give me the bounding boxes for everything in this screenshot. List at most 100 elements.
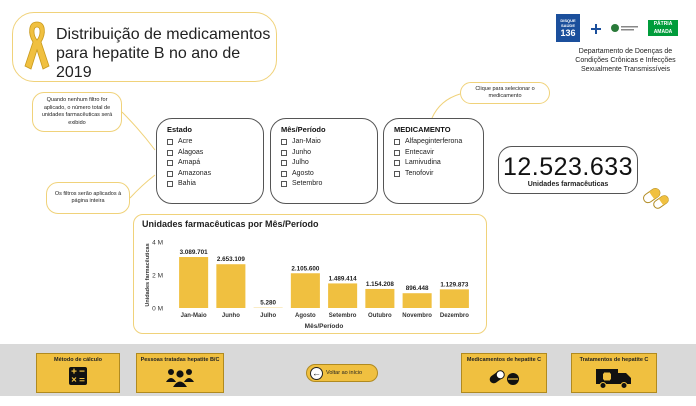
filter-option[interactable]: Entecavir xyxy=(394,148,473,159)
option-label: Amapá xyxy=(178,159,201,166)
x-tick-label: Novembro xyxy=(402,313,432,319)
checkbox[interactable] xyxy=(281,170,287,177)
note-empty-filter: Quando nenhum filtro for aplicado, o núm… xyxy=(32,92,122,132)
back-to-home-label: Voltar ao início xyxy=(326,370,363,376)
checkbox[interactable] xyxy=(167,149,173,156)
awareness-ribbon-icon xyxy=(24,21,50,70)
filter-option[interactable]: Bahia xyxy=(167,179,253,190)
data-label: 5.280 xyxy=(260,300,276,307)
tratamentos-hepatite-c-button[interactable]: Tratamentos de hepatite C xyxy=(571,353,657,393)
kpi-card: 12.523.633 Unidades farmacêuticas xyxy=(498,146,638,194)
x-tick-label: Jan-Maio xyxy=(181,313,207,319)
option-label: Agosto xyxy=(292,169,314,177)
medicamentos-hepatite-c-label: Medicamentos de hepatite C xyxy=(466,357,542,363)
filter-option[interactable]: Julho xyxy=(281,158,367,169)
filter-option[interactable]: Tenofovir xyxy=(394,169,473,180)
option-label: Junho xyxy=(292,148,312,156)
y-tick-label: 0 M xyxy=(152,306,163,313)
filter-option[interactable]: Lamivudina xyxy=(394,158,473,169)
filter-option[interactable]: Junho xyxy=(281,148,367,159)
checkbox[interactable] xyxy=(167,160,173,167)
option-label: Jan-Maio xyxy=(292,138,321,145)
option-label: Entecavir xyxy=(405,148,435,156)
filter-option[interactable]: Amazonas xyxy=(167,169,253,180)
checkbox[interactable] xyxy=(394,160,400,167)
filter-mes-title: Mês/Período xyxy=(281,125,326,134)
bar xyxy=(365,288,395,308)
data-label: 896.448 xyxy=(406,285,429,292)
filter-option[interactable]: Jan-Maio xyxy=(281,137,367,148)
checkbox[interactable] xyxy=(394,170,400,177)
bar xyxy=(439,289,469,308)
metodo-calculo-button[interactable]: Método de cálculo xyxy=(36,353,120,393)
tratamentos-hepatite-c-label: Tratamentos de hepatite C xyxy=(579,357,649,363)
arrow-left-icon: ← xyxy=(310,366,323,380)
checkbox[interactable] xyxy=(167,181,173,188)
data-label: 1.154.208 xyxy=(366,281,395,288)
x-tick-label: Julho xyxy=(260,313,276,319)
kpi-label: Unidades farmacêuticas xyxy=(527,181,609,188)
pessoas-tratadas-button[interactable]: Pessoas tratadas hepatite B/C xyxy=(136,353,224,393)
filter-option[interactable]: Agosto xyxy=(281,169,367,180)
bar xyxy=(179,257,209,308)
checkbox[interactable] xyxy=(281,160,287,167)
filter-medicamento: MEDICAMENTO Alfapeginterferona Entecavir… xyxy=(383,118,484,204)
note-filters-scope: Os filtros serão aplicados à página inte… xyxy=(46,182,130,214)
x-tick-label: Outubro xyxy=(368,313,392,319)
data-label: 1.129.873 xyxy=(440,281,469,288)
x-tick-label: Dezembro xyxy=(440,313,469,319)
option-label: Acre xyxy=(178,138,193,145)
option-label: Amazonas xyxy=(178,169,212,177)
disque-saude-label: DISQUE SAÚDE xyxy=(560,18,576,28)
checkbox[interactable] xyxy=(281,149,287,156)
y-tick-label: 2 M xyxy=(152,273,163,280)
disque-saude-logo: DISQUE SAÚDE 136 xyxy=(556,14,580,42)
medicamentos-hepatite-c-button[interactable]: Medicamentos de hepatite C xyxy=(461,353,547,393)
checkbox[interactable] xyxy=(281,181,287,188)
x-tick-label: Agosto xyxy=(295,313,316,319)
pills-icon xyxy=(643,188,669,209)
x-tick-label: Setembro xyxy=(329,313,357,319)
option-label: Lamivudina xyxy=(405,159,441,166)
filter-option[interactable]: Alagoas xyxy=(167,148,253,159)
page-title: Distribuição de medicamentos para hepati… xyxy=(56,26,271,81)
bar xyxy=(290,273,320,308)
back-to-home-button[interactable]: ← Voltar ao início xyxy=(306,364,378,382)
bar xyxy=(402,293,432,308)
filter-option[interactable]: Setembro xyxy=(281,179,367,190)
calculator-icon xyxy=(69,367,87,385)
option-label: Setembro xyxy=(292,180,323,187)
checkbox[interactable] xyxy=(394,149,400,156)
bar xyxy=(216,264,246,308)
option-label: Julho xyxy=(292,159,309,166)
y-axis-label: Unidades farmacêuticas xyxy=(145,243,151,306)
brasil-logo: PÁTRIA AMADA BRASIL xyxy=(648,20,678,43)
option-label: Tenofovir xyxy=(405,169,434,177)
filter-estado-title: Estado xyxy=(167,125,193,134)
checkbox[interactable] xyxy=(167,139,173,146)
title-panel xyxy=(12,12,277,82)
option-label: Alfapeginterferona xyxy=(405,138,463,145)
filter-option[interactable]: Acre xyxy=(167,137,253,148)
ministerio-logo-icon xyxy=(611,24,638,32)
option-label: Alagoas xyxy=(178,148,204,156)
department-name: Departamento de Doenças de Condições Crô… xyxy=(575,48,676,73)
data-label: 3.089.701 xyxy=(180,249,209,256)
filter-estado: Estado Acre Alagoas Amapá Amazonas Bahia xyxy=(156,118,264,204)
kpi-value: 12.523.633 xyxy=(502,153,634,181)
checkbox[interactable] xyxy=(394,139,400,146)
pessoas-tratadas-label: Pessoas tratadas hepatite B/C xyxy=(140,357,220,363)
filter-mes-periodo: Mês/Período Jan-Maio Junho Julho Agosto … xyxy=(270,118,378,204)
metodo-calculo-label: Método de cálculo xyxy=(54,357,102,363)
filter-option[interactable]: Amapá xyxy=(167,158,253,169)
filter-med-title: MEDICAMENTO xyxy=(394,125,451,134)
option-label: Bahia xyxy=(178,180,196,187)
y-tick-label: 4 M xyxy=(152,240,163,247)
data-label: 2.105.600 xyxy=(291,265,320,272)
checkbox[interactable] xyxy=(281,139,287,146)
checkbox[interactable] xyxy=(167,170,173,177)
data-label: 2.653.109 xyxy=(217,256,246,263)
data-label: 1.489.414 xyxy=(329,275,358,282)
filter-option[interactable]: Alfapeginterferona xyxy=(394,137,473,148)
